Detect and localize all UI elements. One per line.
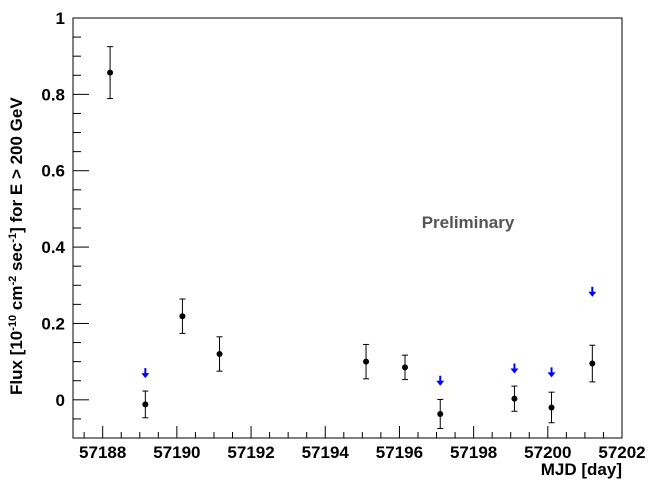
upper-limit-arrow bbox=[510, 363, 519, 374]
y-axis-title-part: Flux [10 bbox=[7, 331, 26, 395]
data-point bbox=[589, 344, 596, 383]
y-tick-label: 0.8 bbox=[41, 85, 65, 104]
data-marker bbox=[401, 364, 408, 371]
y-axis-title-part: cm bbox=[7, 286, 26, 315]
data-point bbox=[401, 354, 408, 381]
data-marker bbox=[511, 395, 518, 402]
y-tick-label: 1 bbox=[56, 9, 65, 28]
x-tick-label: 57198 bbox=[450, 443, 497, 462]
data-point bbox=[548, 391, 555, 424]
y-axis: 0 0.2 0.4 0.6 0.8 1 bbox=[41, 9, 89, 439]
x-axis: 57188 57190 57192 57194 57196 57198 57200 57202 bbox=[79, 426, 646, 462]
data-marker bbox=[142, 401, 149, 408]
y-tick-label: 0.2 bbox=[41, 314, 65, 333]
data-marker bbox=[437, 410, 444, 417]
upper-limit-head bbox=[510, 368, 519, 374]
upper-limit-arrow bbox=[141, 368, 150, 379]
data-marker bbox=[548, 404, 555, 411]
y-tick-label: 0.4 bbox=[41, 238, 65, 257]
upper-limit-arrow bbox=[547, 367, 556, 378]
data-marker bbox=[179, 313, 186, 320]
data-point bbox=[142, 390, 149, 419]
upper-limit-head bbox=[141, 373, 150, 379]
y-axis-title-superscript: -1 bbox=[7, 233, 19, 243]
upper-limit-arrow bbox=[588, 286, 597, 297]
x-tick-label: 57202 bbox=[598, 443, 645, 462]
y-axis-title-superscript: -10 bbox=[7, 315, 19, 331]
y-axis-title-part: ] for E > 200 GeV bbox=[7, 97, 26, 233]
data-point bbox=[363, 343, 370, 380]
data-point bbox=[107, 46, 114, 100]
y-axis-title-superscript: -2 bbox=[7, 276, 19, 286]
data-point bbox=[179, 298, 186, 334]
data-point bbox=[437, 398, 444, 429]
x-tick-label: 57194 bbox=[302, 443, 350, 462]
upper-limit-head bbox=[436, 380, 445, 386]
data-marker bbox=[589, 360, 596, 367]
data-marker bbox=[363, 358, 370, 365]
data-marker bbox=[216, 351, 223, 357]
data-marker bbox=[107, 69, 114, 76]
plot-frame bbox=[72, 17, 623, 439]
x-axis-title: MJD [day] bbox=[541, 460, 622, 479]
data-marks bbox=[107, 46, 597, 429]
upper-limit-head bbox=[547, 372, 556, 378]
upper-limit-arrow bbox=[436, 375, 445, 386]
x-tick-label: 57190 bbox=[153, 443, 200, 462]
data-point bbox=[216, 336, 223, 372]
x-tick-label: 57188 bbox=[79, 443, 126, 462]
y-axis-title: Flux [10-10 cm-2 sec-1] for E > 200 GeV bbox=[7, 97, 26, 395]
x-tick-label: 57192 bbox=[227, 443, 274, 462]
x-tick-label: 57196 bbox=[376, 443, 423, 462]
upper-limit-head bbox=[588, 291, 597, 297]
y-tick-label: 0 bbox=[56, 391, 65, 410]
y-axis-title-part: sec bbox=[7, 243, 26, 276]
data-point bbox=[511, 385, 518, 412]
x-tick-label: 57200 bbox=[524, 443, 571, 462]
y-tick-label: 0.6 bbox=[41, 162, 65, 181]
preliminary-annotation: Preliminary bbox=[422, 213, 515, 232]
